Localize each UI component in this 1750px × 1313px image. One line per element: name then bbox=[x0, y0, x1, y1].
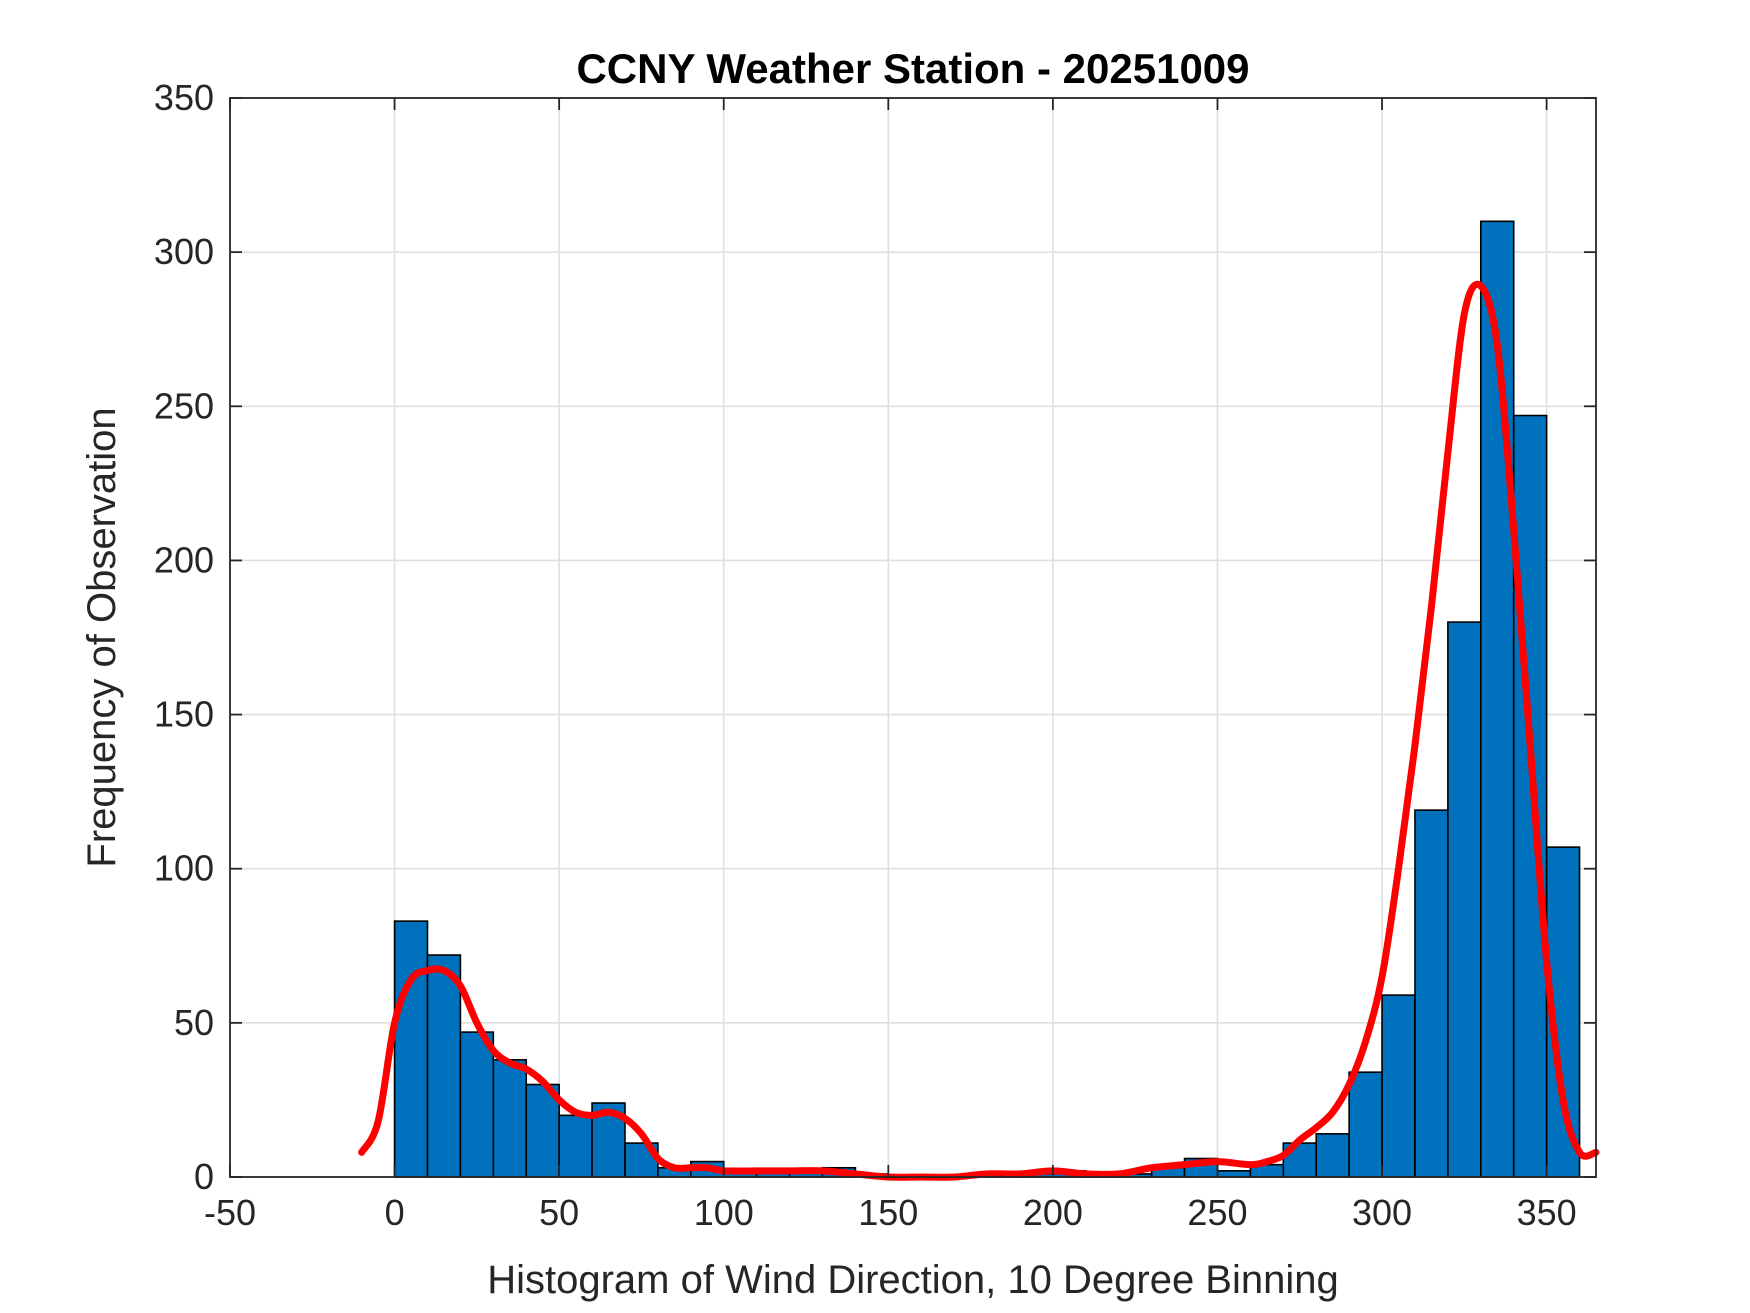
histogram-bar bbox=[1315, 1133, 1350, 1178]
histogram-bar bbox=[1216, 1170, 1252, 1178]
y-tick-label: 300 bbox=[154, 231, 214, 272]
x-tick-label: 350 bbox=[1517, 1192, 1577, 1233]
x-axis-title: Histogram of Wind Direction, 10 Degree B… bbox=[487, 1258, 1339, 1302]
y-tick-label: 50 bbox=[174, 1002, 214, 1043]
histogram-bar bbox=[459, 1031, 495, 1178]
y-axis-title: Frequency of Observation bbox=[80, 407, 124, 867]
histogram-bar bbox=[1479, 220, 1515, 1178]
axes-box bbox=[229, 97, 1597, 1178]
x-tick-label: 200 bbox=[1023, 1192, 1083, 1233]
density-curve bbox=[358, 280, 1600, 1181]
histogram-bar bbox=[1414, 809, 1449, 1178]
y-tick-label: 100 bbox=[154, 848, 214, 889]
y-tick-label: 200 bbox=[154, 539, 214, 580]
axes bbox=[229, 97, 1597, 1178]
y-tick-label: 150 bbox=[154, 694, 214, 735]
histogram-bar bbox=[558, 1114, 593, 1178]
histogram-bar bbox=[1512, 414, 1548, 1178]
x-tick-label: 0 bbox=[385, 1192, 405, 1233]
x-tick-label: 300 bbox=[1352, 1192, 1412, 1233]
density-curve-line bbox=[358, 280, 1600, 1181]
x-tick-label: 50 bbox=[539, 1192, 579, 1233]
histogram-bar bbox=[393, 920, 429, 1178]
y-tick-label: 250 bbox=[154, 385, 214, 426]
histogram-bar bbox=[1381, 994, 1416, 1178]
x-tick-label: 100 bbox=[694, 1192, 754, 1233]
histogram-bar bbox=[1348, 1071, 1383, 1178]
x-tick-label: -50 bbox=[204, 1192, 256, 1233]
tick-labels: -50 0 50 100 150 200 250 300 3500501001502002503… bbox=[154, 77, 1577, 1233]
y-tick-label: 0 bbox=[194, 1156, 214, 1197]
histogram-bar bbox=[492, 1059, 528, 1178]
x-tick-label: 150 bbox=[858, 1192, 918, 1233]
histogram-bar bbox=[1447, 621, 1482, 1178]
chart-title: CCNY Weather Station - 20251009 bbox=[576, 45, 1249, 92]
histogram-bar bbox=[426, 954, 462, 1178]
x-tick-label: 250 bbox=[1187, 1192, 1247, 1233]
y-tick-label: 350 bbox=[154, 77, 214, 118]
